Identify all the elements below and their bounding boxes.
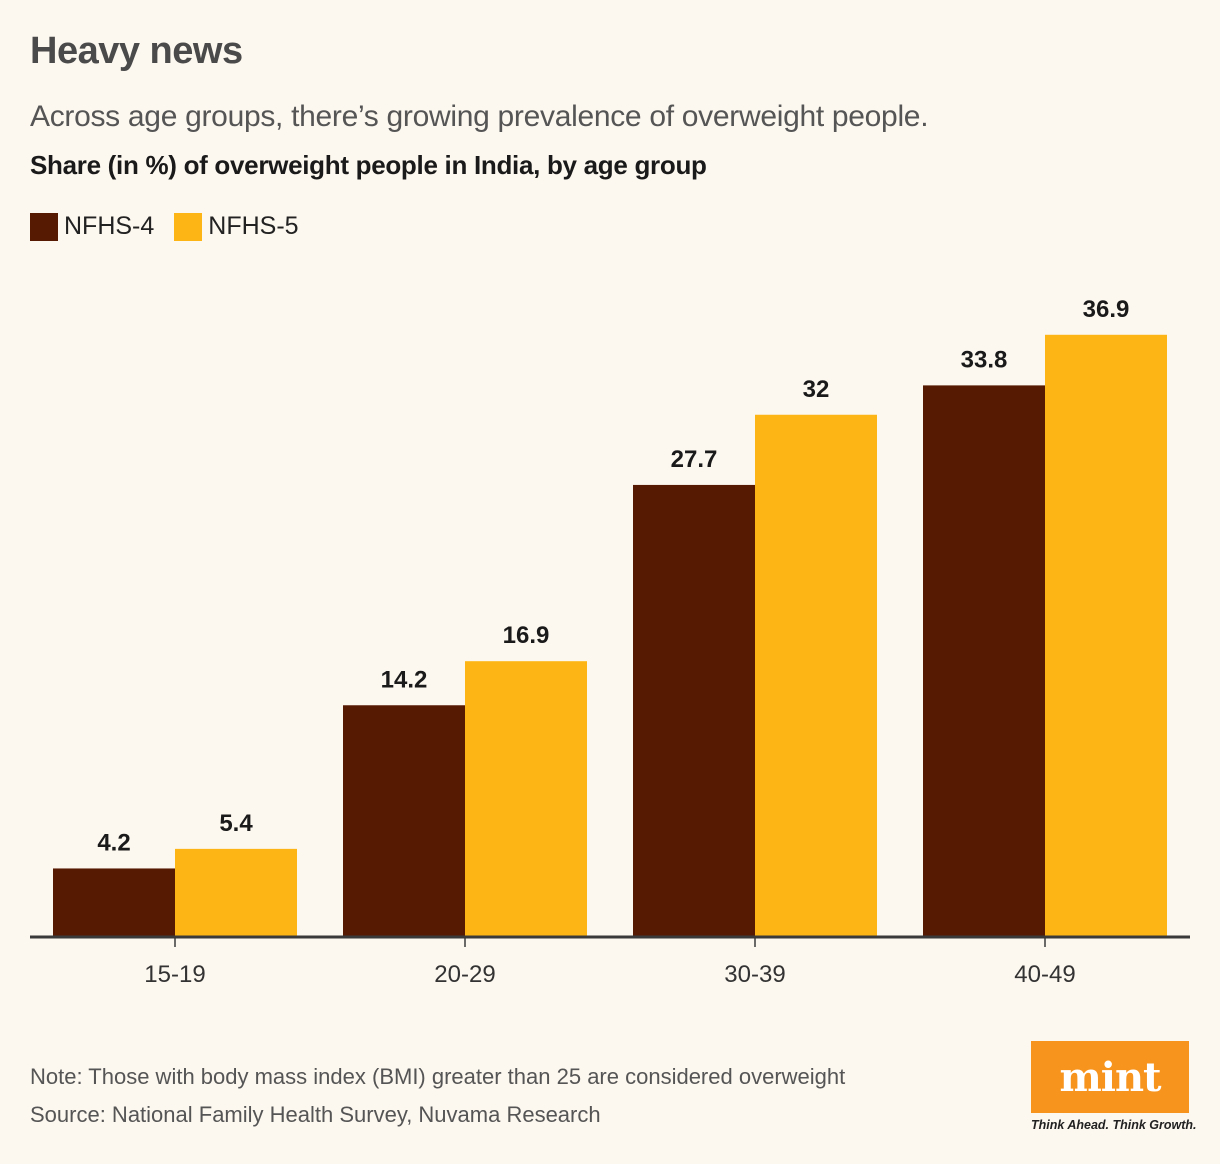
chart-title: Share (in %) of overweight people in Ind…: [30, 150, 707, 180]
data-label-nfhs4-30-39: 27.7: [671, 446, 718, 473]
footer-source: Source: National Family Health Survey, N…: [30, 1102, 601, 1127]
bar-nfhs5-40-49: [1045, 334, 1167, 937]
legend-swatch-nfhs5: [174, 212, 203, 241]
chart-legend: NFHS-4 NFHS-5: [30, 212, 319, 241]
bar-nfhs4-20-29: [343, 705, 465, 937]
mint-logo-text: mint: [1059, 1053, 1161, 1101]
bar-nfhs4-40-49: [923, 385, 1045, 937]
x-tick-label-30-39: 30-39: [724, 961, 785, 988]
data-label-nfhs5-15-19: 5.4: [219, 810, 253, 837]
legend-label-nfhs4: NFHS-4: [64, 212, 155, 240]
bar-nfhs4-30-39: [633, 484, 755, 937]
bar-nfhs5-20-29: [465, 661, 587, 937]
bar-nfhs5-15-19: [175, 848, 297, 937]
x-tick-label-15-19: 15-19: [144, 961, 205, 988]
bar-chart: 4.2 5.4 15-19 14.2 16.9 20-29 27.7 32 30-39 33.8 3…: [30, 296, 1190, 988]
legend-swatch-nfhs4: [30, 212, 58, 241]
data-label-nfhs4-20-29: 14.2: [381, 666, 428, 693]
mint-logo: mint: [1031, 1041, 1189, 1113]
bar-nfhs4-15-19: [53, 868, 175, 937]
legend-item-nfhs4: NFHS-4: [30, 212, 154, 241]
bar-nfhs5-30-39: [755, 414, 877, 937]
page-subtitle: Across age groups, there’s growing preva…: [30, 100, 929, 133]
x-tick-label-40-49: 40-49: [1014, 961, 1075, 988]
data-label-nfhs5-40-49: 36.9: [1083, 296, 1130, 323]
data-label-nfhs4-15-19: 4.2: [97, 829, 130, 856]
page-title: Heavy news: [30, 30, 243, 72]
legend-label-nfhs5: NFHS-5: [208, 212, 299, 240]
data-label-nfhs4-40-49: 33.8: [961, 346, 1008, 373]
mint-logo-tagline: Think Ahead. Think Growth.: [1031, 1118, 1197, 1132]
x-tick-label-20-29: 20-29: [434, 961, 495, 988]
legend-item-nfhs5: NFHS-5: [174, 212, 299, 241]
data-label-nfhs5-20-29: 16.9: [503, 622, 550, 649]
footer-note: Note: Those with body mass index (BMI) g…: [30, 1064, 846, 1089]
data-label-nfhs5-30-39: 32: [803, 376, 830, 403]
